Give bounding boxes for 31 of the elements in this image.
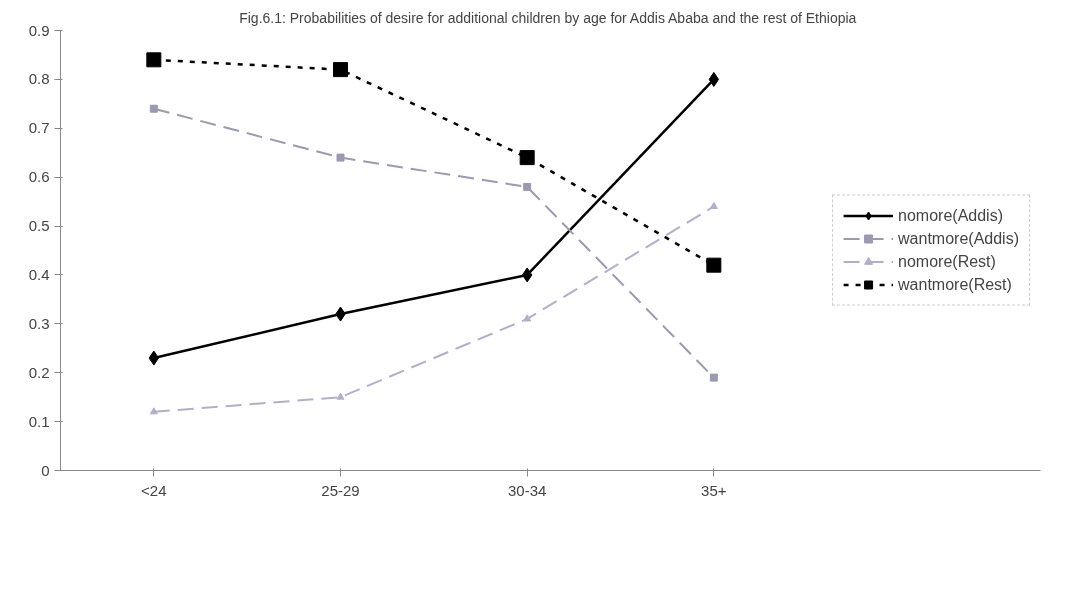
point bbox=[706, 257, 722, 273]
y-tick-label: 0.1 bbox=[28, 412, 50, 430]
y-tick-label: 0.9 bbox=[28, 21, 50, 39]
y-tick-label: 0 bbox=[41, 461, 50, 479]
y-tick-label: 0.5 bbox=[28, 217, 50, 235]
point bbox=[146, 52, 162, 68]
x-tick-label: <24 bbox=[141, 481, 167, 499]
legend-label: nomore(Rest) bbox=[898, 252, 996, 271]
x-tick-label: 30-34 bbox=[507, 481, 547, 499]
point bbox=[519, 150, 535, 166]
point bbox=[333, 62, 348, 78]
y-tick-label: 0.8 bbox=[28, 70, 50, 88]
point bbox=[336, 392, 345, 400]
y-tick-label: 0.2 bbox=[28, 363, 50, 381]
legend-label: wantmore(Rest) bbox=[898, 275, 1012, 294]
y-tick-label: 0.3 bbox=[28, 314, 50, 332]
point bbox=[523, 314, 532, 322]
y-tick-label: 0.4 bbox=[28, 265, 50, 283]
chart-title: Fig.6.1: Probabilities of desire for additional children by age for Addis Ababa and the rest of Ethiopia bbox=[239, 9, 857, 26]
legend-label: nomore(Addis) bbox=[898, 206, 1003, 225]
point bbox=[149, 104, 158, 113]
point bbox=[149, 407, 158, 415]
point bbox=[336, 153, 345, 162]
x-tick-label: 35+ bbox=[701, 481, 727, 499]
point bbox=[709, 201, 718, 210]
point bbox=[523, 182, 532, 191]
y-tick-label: 0.7 bbox=[28, 119, 50, 137]
x-tick-label: 25-29 bbox=[321, 481, 360, 499]
legend-label: wantmore(Addis) bbox=[898, 229, 1019, 248]
point bbox=[709, 373, 718, 382]
y-tick-label: 0.6 bbox=[28, 168, 50, 186]
